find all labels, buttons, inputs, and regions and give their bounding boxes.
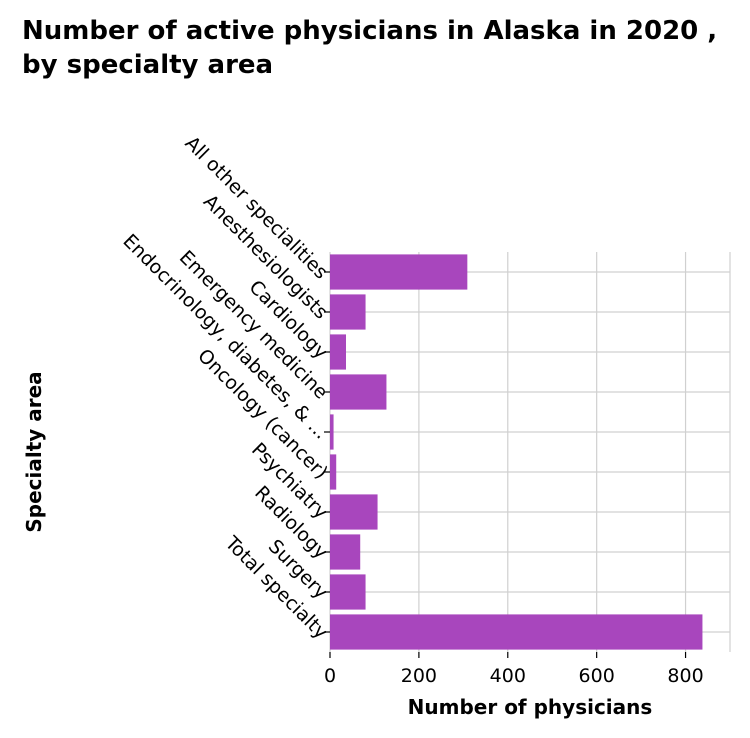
bar [330, 534, 361, 570]
x-axis-label: Number of physicians [408, 695, 653, 719]
x-tick-label: 200 [401, 665, 437, 687]
bar [330, 254, 468, 290]
bar [330, 494, 378, 530]
x-ticks: 0 200 400 600 800 [324, 652, 704, 687]
bar [330, 614, 703, 650]
bar [330, 414, 334, 450]
bar [330, 574, 366, 610]
category-labels: All other specialitiesAnesthesiologistsC… [118, 132, 332, 643]
x-tick-label: 800 [667, 665, 703, 687]
bar [330, 454, 337, 490]
bar [330, 334, 346, 370]
bar [330, 294, 366, 330]
grid [329, 252, 731, 652]
y-axis-label: Specialty area [22, 371, 46, 532]
x-tick-label: 400 [490, 665, 526, 687]
bar [330, 374, 387, 410]
bars [330, 254, 703, 650]
x-tick-label: 0 [324, 665, 336, 687]
x-tick-label: 600 [579, 665, 615, 687]
chart-title: Number of active physicians in Alaska in… [22, 16, 718, 80]
